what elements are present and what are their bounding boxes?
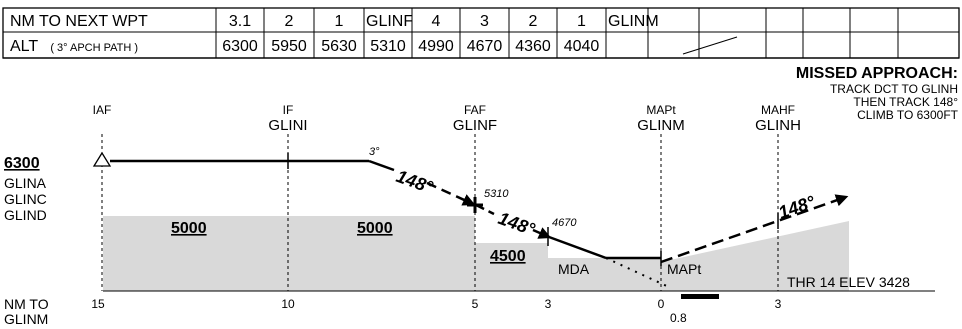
terrain-shading <box>103 216 849 291</box>
fix-type-iaf: IAF <box>93 103 112 117</box>
stepdown-altitude: 4670 <box>552 217 577 229</box>
fix-name-glinf: GLINF <box>453 117 497 134</box>
initial-fix-glinc: GLINC <box>4 191 47 207</box>
offset-label: 0.8 <box>670 311 687 325</box>
restriction-4500: 4500 <box>490 248 526 265</box>
initial-fix-glind: GLIND <box>4 207 47 223</box>
fix-type-mahf: MAHF <box>761 103 795 117</box>
altitude-distance-table: NM TO NEXT WPT ALT ( 3° APCH PATH ) 3.1 2… <box>2 7 960 59</box>
restriction-5000-a: 5000 <box>171 220 207 237</box>
iaf-triangle-icon <box>92 151 112 167</box>
descent-segment-1 <box>368 159 395 172</box>
distance-tick-label: 5 <box>472 297 479 311</box>
table-row2-label: ALT ( 3° APCH PATH ) <box>10 38 138 55</box>
table-row2-cell: 4360 <box>515 38 551 55</box>
restriction-5000-b: 5000 <box>357 220 393 237</box>
glide-angle-label: 3° <box>369 146 380 158</box>
mapt-profile-label: MAPt <box>667 261 701 277</box>
offset-bar <box>681 294 719 299</box>
course-inbound-2: 148° <box>496 208 539 240</box>
table-row2-cell: 5310 <box>370 38 406 55</box>
fix-name-glini: GLINI <box>268 117 307 134</box>
missed-approach-title: MISSED APPROACH: <box>796 65 958 82</box>
initial-fix-glina: GLINA <box>4 175 47 191</box>
course-missed: 148° <box>776 191 818 222</box>
distance-tick-label: 0 <box>658 297 665 311</box>
missed-approach-line-1: TRACK DCT TO GLINH <box>830 82 958 96</box>
initial-fix-block: 6300 GLINA GLINC GLIND <box>4 155 47 223</box>
descent-dash-3 <box>532 227 552 239</box>
table-row1-cell: GLINF <box>366 13 413 30</box>
table-row1-cell: GLINM <box>608 13 659 30</box>
initial-altitude: 6300 <box>4 155 40 172</box>
missed-approach-note: MISSED APPROACH: TRACK DCT TO GLINH THEN… <box>796 65 959 122</box>
table-row1-cell: 3 <box>480 13 489 30</box>
descent-segment-4 <box>548 235 607 260</box>
distance-axis-label-2: GLINM <box>4 311 48 327</box>
course-inbound-1: 148° <box>394 166 437 198</box>
table-row2-cell: 5950 <box>271 38 307 55</box>
fix-type-faf: FAF <box>464 103 486 117</box>
missed-approach-path <box>660 194 849 264</box>
table-row1-cell: 2 <box>529 13 538 30</box>
distance-tick-label: 3 <box>775 297 782 311</box>
distance-tick-label: 15 <box>91 297 105 311</box>
faf-altitude: 5310 <box>484 188 509 200</box>
table-row1-cell: 2 <box>285 13 294 30</box>
distance-tick-label: 3 <box>545 297 552 311</box>
table-row1-cell: 1 <box>577 13 586 30</box>
table-row2-cell: 5630 <box>321 38 357 55</box>
mda-area <box>548 258 661 291</box>
fix-name-glinm: GLINM <box>637 117 685 134</box>
glinm-diagonal <box>682 36 738 55</box>
table-row2-cell: 4670 <box>467 38 503 55</box>
table-row1-cell: 4 <box>432 13 441 30</box>
restriction-area-5000 <box>103 216 475 291</box>
table-row1-label: NM TO NEXT WPT <box>10 13 148 30</box>
fix-name-glinh: GLINH <box>755 117 801 134</box>
missed-approach-line-3: CLIMB TO 6300FT <box>857 108 959 122</box>
distance-tick-label: 10 <box>281 297 295 311</box>
missed-climb-area <box>661 221 849 291</box>
missed-approach-line-2: THEN TRACK 148° <box>853 95 958 109</box>
table-row2-cell: 4040 <box>564 38 600 55</box>
fix-type-mapt: MAPt <box>646 103 676 117</box>
table-row1-cell: 3.1 <box>229 13 251 30</box>
faf-cross-icon <box>467 197 483 213</box>
distance-axis-label-1: NM TO <box>4 296 49 312</box>
fix-type-if: IF <box>283 103 294 117</box>
restriction-area-4500 <box>475 243 548 291</box>
approach-path <box>92 151 849 289</box>
table-row2-cell: 4990 <box>418 38 454 55</box>
descent-dash-1 <box>426 181 476 206</box>
table-row1-cell: 1 <box>335 13 344 30</box>
threshold-elevation: THR 14 ELEV 3428 <box>787 274 910 290</box>
mda-label: MDA <box>558 261 590 277</box>
table-row2-cell: 6300 <box>222 38 258 55</box>
